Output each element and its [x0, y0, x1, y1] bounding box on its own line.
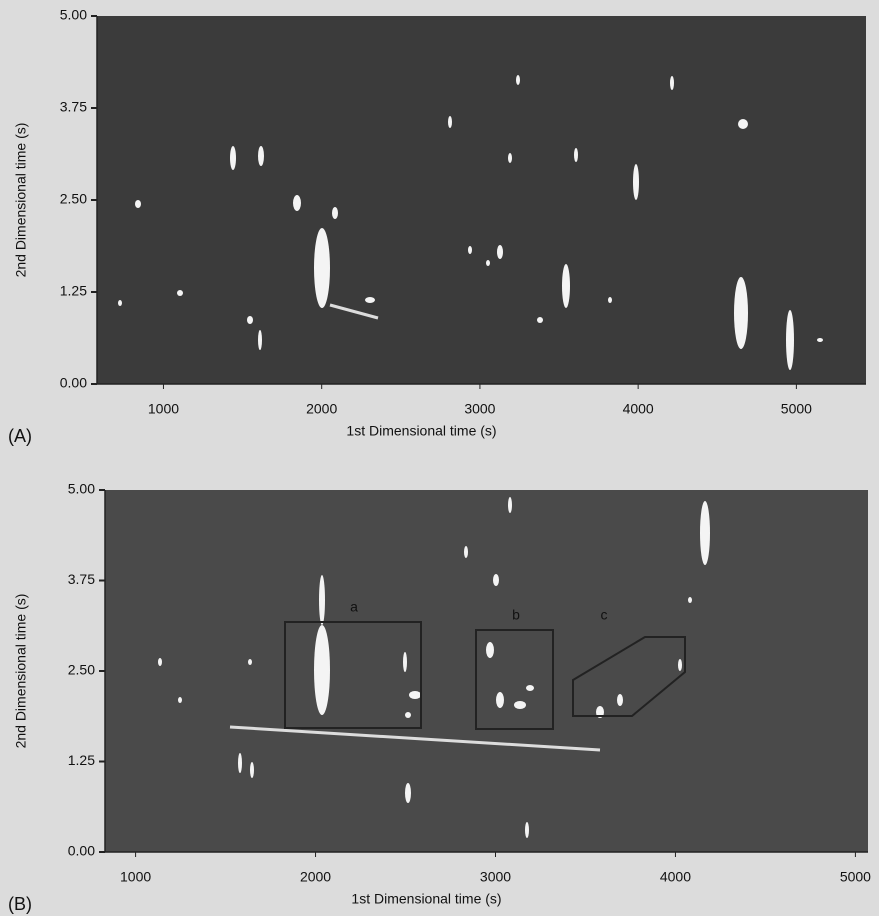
peak-spot: [516, 75, 520, 85]
x-axis-label: 1st Dimensional time (s): [346, 423, 496, 439]
y-tick-label: 5.00: [60, 7, 87, 23]
peak-spot: [448, 116, 452, 128]
region-outline: [284, 621, 422, 729]
peak-streak: [329, 303, 379, 320]
peak-spot: [608, 297, 612, 303]
peak-spot: [258, 330, 262, 350]
peak-spot: [537, 317, 543, 323]
peak-spot: [314, 228, 330, 308]
peak-spot: [514, 701, 526, 709]
x-tick-label: 2000: [306, 401, 337, 417]
peak-spot: [670, 76, 674, 90]
peak-spot: [332, 207, 338, 219]
peak-spot: [496, 692, 504, 708]
peak-spot: [314, 625, 330, 715]
x-tick-label: 1000: [120, 869, 151, 885]
plot-area: [105, 490, 868, 852]
region-outline: [572, 636, 686, 717]
peak-spot: [738, 119, 748, 129]
peak-spot: [403, 652, 407, 672]
peak-spot: [405, 712, 411, 718]
y-tick-label: 2.50: [60, 191, 87, 207]
peak-spot: [562, 264, 570, 308]
peak-spot: [230, 146, 236, 170]
peak-spot: [574, 148, 578, 162]
peak-spot: [678, 659, 682, 671]
peak-spot: [293, 195, 301, 211]
peak-spot: [508, 497, 512, 513]
panel-label: (B): [8, 894, 32, 914]
region-label: b: [512, 607, 520, 623]
peak-spot: [468, 246, 472, 254]
peak-spot: [409, 691, 421, 699]
peak-spot: [319, 575, 325, 625]
region-label: c: [601, 607, 608, 623]
peak-spot: [617, 694, 623, 706]
y-tick-label: 2.50: [68, 662, 95, 678]
peak-spot: [250, 762, 254, 778]
y-tick-label: 1.25: [68, 752, 95, 768]
x-tick-label: 2000: [300, 869, 331, 885]
region-outline: [475, 629, 554, 730]
peak-spot: [486, 260, 490, 266]
peak-spot: [688, 597, 692, 603]
peak-spot: [817, 338, 823, 342]
panel-label: (A): [8, 426, 32, 446]
peak-spot: [526, 685, 534, 691]
peak-spot: [734, 277, 748, 349]
x-tick-label: 4000: [623, 401, 654, 417]
y-tick-label: 3.75: [60, 99, 87, 115]
x-axis-label: 1st Dimensional time (s): [351, 891, 501, 907]
y-tick-label: 1.25: [60, 283, 87, 299]
x-tick-label: 5000: [781, 401, 812, 417]
peak-spot: [497, 245, 503, 259]
peak-spot: [365, 297, 375, 303]
peak-spot: [178, 697, 182, 703]
peak-spot: [525, 822, 529, 838]
peak-spot: [486, 642, 494, 658]
peak-spot: [248, 659, 252, 665]
peak-spot: [158, 658, 162, 666]
x-tick-label: 3000: [480, 869, 511, 885]
peak-spot: [247, 316, 253, 324]
peak-spot: [464, 546, 468, 558]
peak-spot: [493, 574, 499, 586]
peak-spot: [508, 153, 512, 163]
peak-spot: [633, 164, 639, 200]
x-tick-label: 3000: [464, 401, 495, 417]
peak-spot: [177, 290, 183, 296]
peak-spot: [118, 300, 122, 306]
peak-spot: [238, 753, 242, 773]
peak-spot: [786, 310, 794, 370]
y-axis-label: 2nd Dimensional time (s): [13, 594, 29, 749]
y-tick-label: 0.00: [68, 843, 95, 859]
y-axis-label: 2nd Dimensional time (s): [13, 123, 29, 278]
region-label: a: [350, 599, 358, 615]
plot-area: [97, 16, 866, 384]
peak-spot: [135, 200, 141, 208]
x-tick-label: 4000: [660, 869, 691, 885]
peak-spot: [258, 146, 264, 166]
y-tick-label: 3.75: [68, 571, 95, 587]
y-tick-label: 0.00: [60, 375, 87, 391]
y-tick-label: 5.00: [68, 481, 95, 497]
x-tick-label: 1000: [148, 401, 179, 417]
peak-spot: [700, 501, 710, 565]
x-tick-label: 5000: [840, 869, 871, 885]
peak-streak: [229, 725, 601, 752]
peak-spot: [405, 783, 411, 803]
